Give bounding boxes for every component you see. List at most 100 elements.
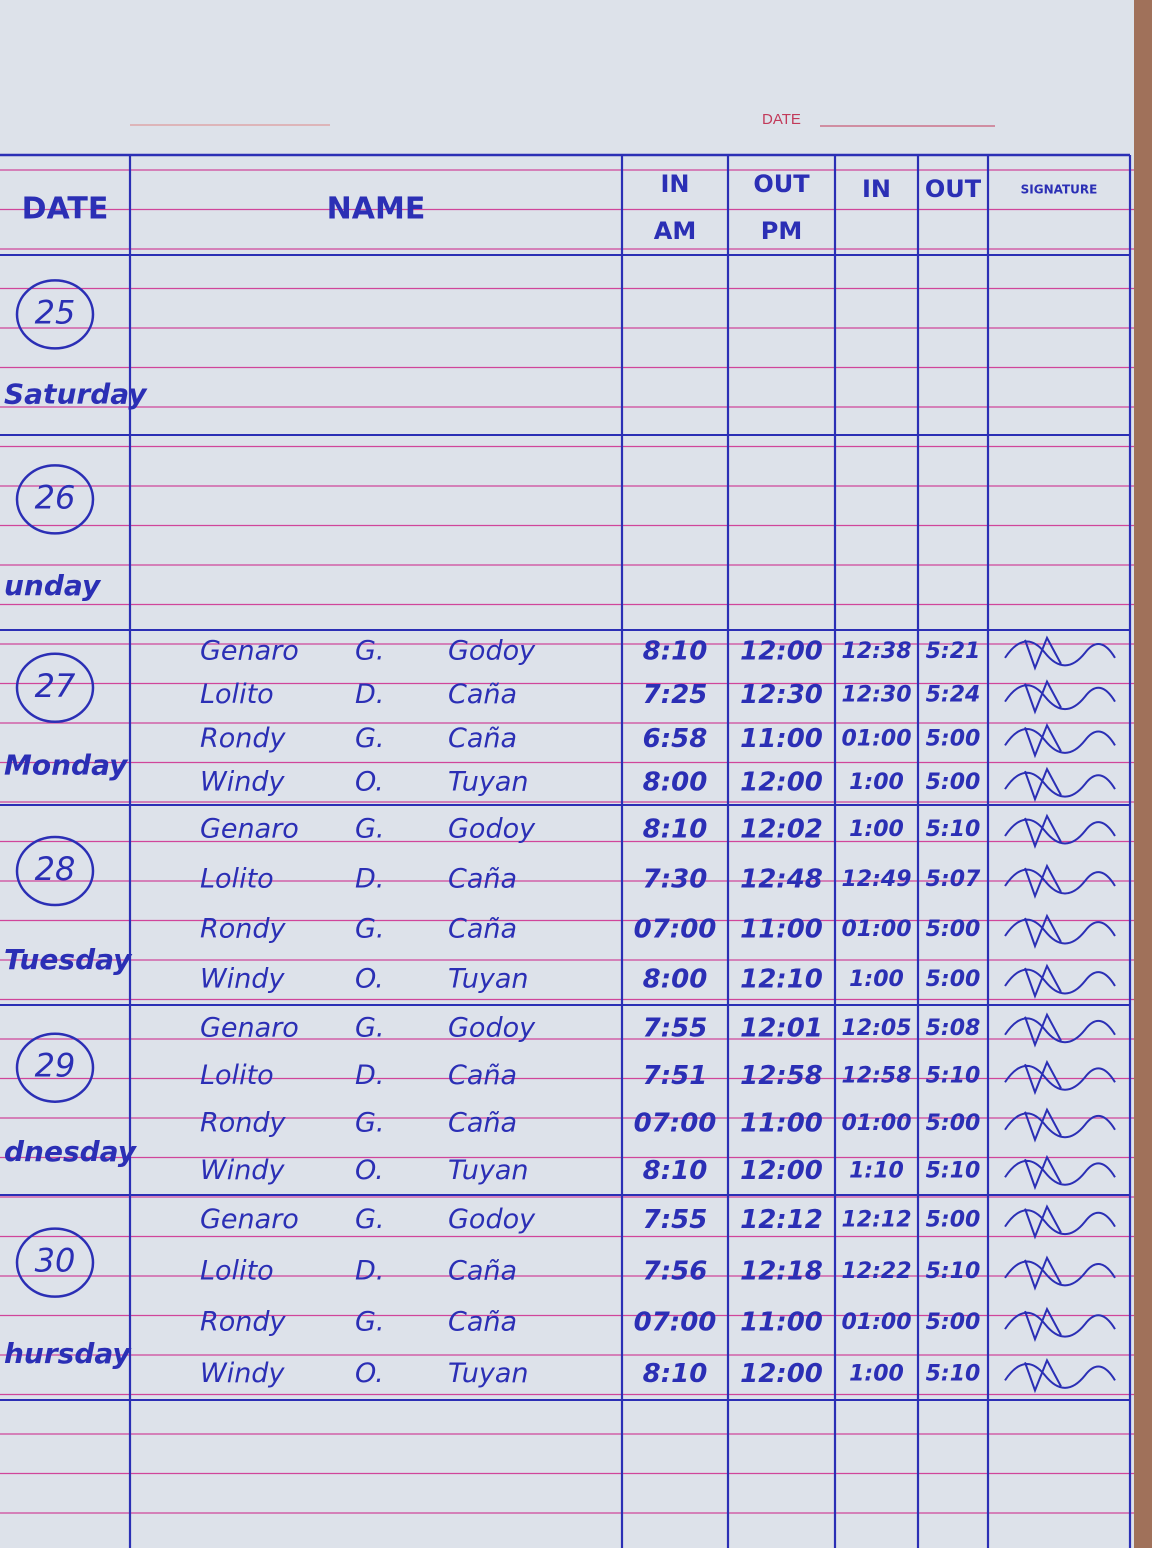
time-in-am: 8:10 bbox=[643, 815, 708, 845]
time-in-am: 6:58 bbox=[643, 724, 708, 754]
last-name: Tuyan bbox=[448, 767, 529, 798]
date-number: 29 bbox=[35, 1047, 76, 1085]
signature bbox=[1004, 813, 1116, 849]
time-in-am: 7:51 bbox=[643, 1061, 708, 1091]
last-name: Tuyan bbox=[448, 964, 529, 995]
first-name: Genaro bbox=[200, 1012, 299, 1043]
day-name: Monday bbox=[4, 749, 129, 782]
column-header: IN bbox=[862, 175, 891, 203]
time-in-am: 8:00 bbox=[643, 965, 708, 995]
date-circle bbox=[15, 1032, 95, 1103]
date-circle bbox=[15, 279, 95, 350]
first-name: Genaro bbox=[200, 814, 299, 845]
time-in-am: 07:00 bbox=[634, 1308, 717, 1338]
date-circle bbox=[15, 464, 95, 535]
time-out: 5:00 bbox=[926, 967, 981, 992]
middle-initial: G. bbox=[355, 1012, 385, 1043]
first-name: Lolito bbox=[200, 1060, 274, 1091]
middle-initial: O. bbox=[355, 964, 384, 995]
time-in: 01:00 bbox=[841, 1111, 911, 1136]
time-in-am: 7:30 bbox=[643, 865, 708, 895]
last-name: Caña bbox=[448, 1307, 517, 1338]
last-name: Godoy bbox=[448, 814, 536, 845]
first-name: Windy bbox=[200, 767, 285, 798]
signature bbox=[1004, 1204, 1116, 1240]
first-name: Rondy bbox=[200, 1107, 287, 1138]
middle-initial: O. bbox=[355, 1358, 384, 1389]
time-in-am: 8:00 bbox=[643, 768, 708, 798]
time-out: 5:00 bbox=[926, 1310, 981, 1335]
time-in: 1:10 bbox=[849, 1158, 904, 1183]
middle-initial: D. bbox=[355, 679, 384, 710]
signature bbox=[1004, 863, 1116, 899]
time-in: 12:58 bbox=[841, 1063, 911, 1088]
time-out-pm: 12:00 bbox=[740, 636, 823, 666]
time-in: 1:00 bbox=[849, 770, 904, 795]
first-name: Rondy bbox=[200, 914, 287, 945]
time-out-pm: 12:00 bbox=[740, 1156, 823, 1186]
time-in-am: 7:55 bbox=[643, 1205, 708, 1235]
signature bbox=[1004, 1154, 1116, 1191]
date-number: 27 bbox=[35, 667, 76, 705]
signature bbox=[1004, 1306, 1116, 1342]
first-name: Lolito bbox=[200, 864, 274, 895]
time-out: 5:00 bbox=[926, 917, 981, 942]
middle-initial: D. bbox=[355, 864, 384, 895]
first-name: Windy bbox=[200, 1155, 285, 1186]
first-name: Windy bbox=[200, 964, 285, 995]
last-name: Caña bbox=[448, 723, 517, 754]
time-in: 1:00 bbox=[849, 1361, 904, 1386]
time-in-am: 07:00 bbox=[634, 1108, 717, 1138]
time-out-pm: 12:00 bbox=[740, 1359, 823, 1389]
time-out-pm: 12:00 bbox=[740, 768, 823, 798]
column-header: OUT bbox=[925, 175, 982, 203]
time-in: 01:00 bbox=[841, 1310, 911, 1335]
column-header: IN bbox=[660, 170, 689, 198]
time-in-am: 7:25 bbox=[643, 680, 708, 710]
time-in-am: 8:10 bbox=[643, 636, 708, 666]
last-name: Caña bbox=[448, 864, 517, 895]
last-name: Godoy bbox=[448, 635, 536, 666]
middle-initial: G. bbox=[355, 814, 385, 845]
date-circle bbox=[15, 835, 95, 907]
time-out: 5:07 bbox=[926, 867, 981, 892]
time-in: 12:12 bbox=[841, 1208, 911, 1233]
time-out-pm: 11:00 bbox=[740, 724, 823, 754]
signature bbox=[1004, 963, 1116, 999]
time-out-pm: 12:10 bbox=[740, 965, 823, 995]
time-in-am: 7:56 bbox=[643, 1256, 708, 1286]
date-number: 26 bbox=[35, 478, 76, 516]
time-out: 5:10 bbox=[926, 1063, 981, 1088]
time-out-pm: 11:00 bbox=[740, 1308, 823, 1338]
signature bbox=[1004, 723, 1116, 759]
date-number: 28 bbox=[35, 850, 76, 888]
middle-initial: G. bbox=[355, 635, 385, 666]
middle-initial: O. bbox=[355, 1155, 384, 1186]
column-header: SIGNATURE bbox=[1021, 183, 1098, 197]
first-name: Rondy bbox=[200, 1307, 287, 1338]
middle-initial: G. bbox=[355, 914, 385, 945]
date-number: 30 bbox=[35, 1242, 76, 1280]
middle-initial: G. bbox=[355, 1204, 385, 1235]
middle-initial: D. bbox=[355, 1255, 384, 1286]
time-out: 5:21 bbox=[926, 639, 981, 664]
day-name: Saturday bbox=[4, 377, 148, 410]
first-name: Genaro bbox=[200, 635, 299, 666]
column-header-sub: AM bbox=[654, 217, 696, 245]
first-name: Lolito bbox=[200, 1255, 274, 1286]
last-name: Caña bbox=[448, 1107, 517, 1138]
first-name: Rondy bbox=[200, 723, 287, 754]
date-circle bbox=[15, 1227, 95, 1298]
middle-initial: G. bbox=[355, 1107, 385, 1138]
time-out-pm: 11:00 bbox=[740, 1108, 823, 1138]
time-out: 5:10 bbox=[926, 1259, 981, 1284]
middle-initial: G. bbox=[355, 1307, 385, 1338]
time-out-pm: 12:18 bbox=[740, 1256, 823, 1286]
date-circle bbox=[15, 652, 95, 723]
time-in: 12:30 bbox=[841, 683, 911, 708]
time-in-am: 07:00 bbox=[634, 915, 717, 945]
signature bbox=[1004, 635, 1116, 671]
column-header: NAME bbox=[327, 192, 426, 227]
time-in: 12:05 bbox=[841, 1016, 911, 1041]
